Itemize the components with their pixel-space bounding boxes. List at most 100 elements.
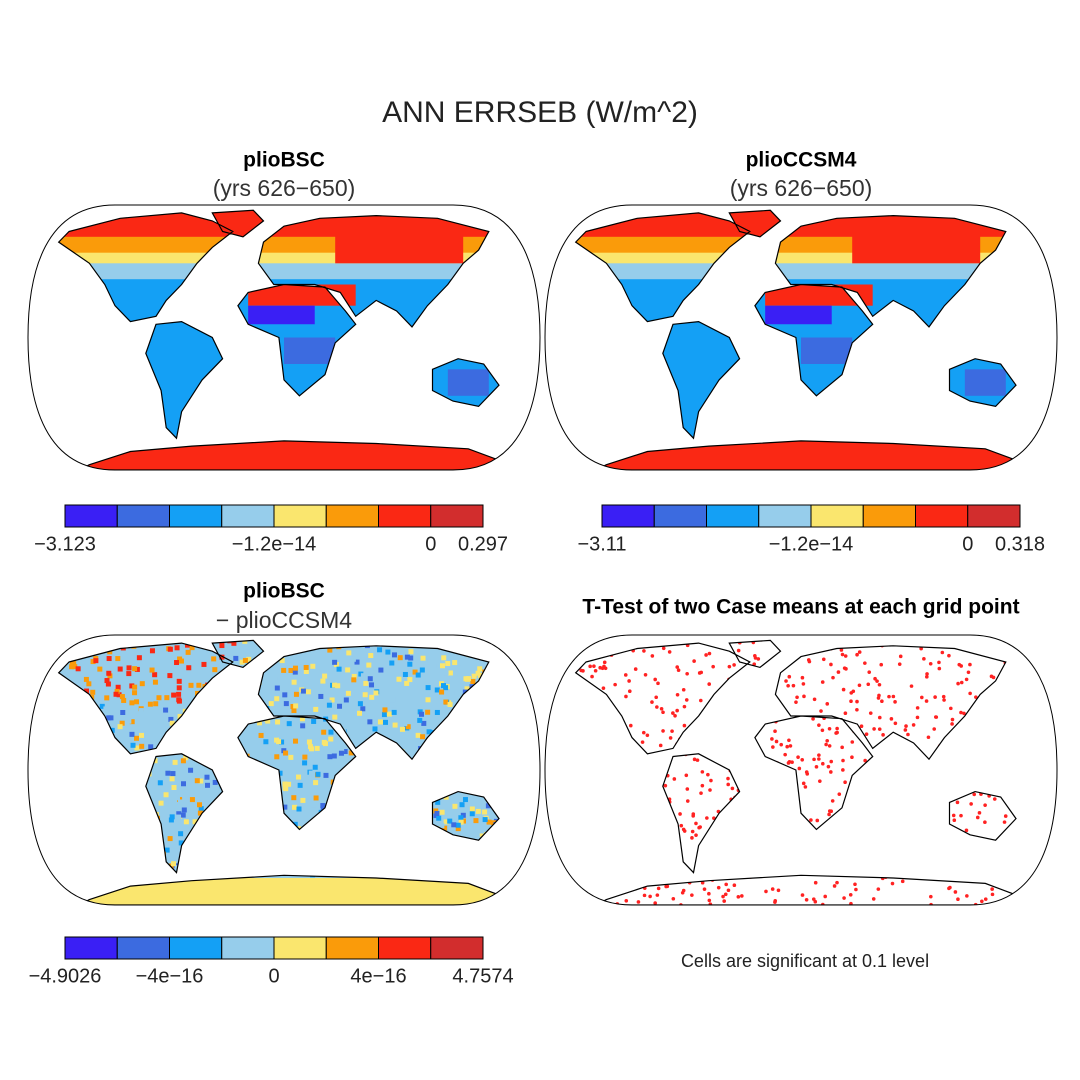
significant-cell: [617, 803, 622, 808]
field-cell: [485, 803, 491, 809]
field-cell: [251, 690, 257, 696]
field-cell: [134, 735, 140, 741]
field-cell: [255, 677, 261, 683]
significant-cell: [575, 902, 577, 905]
field-region: [58, 263, 510, 280]
field-cell: [512, 864, 517, 869]
field-cell: [375, 747, 381, 753]
significant-cell: [836, 828, 841, 833]
field-cell: [180, 703, 186, 709]
significant-cell: [942, 740, 947, 744]
field-cell: [51, 801, 56, 806]
significant-cell: [767, 700, 771, 704]
field-cell: [454, 873, 460, 879]
field-cell: [252, 766, 258, 772]
field-cell: [469, 724, 475, 730]
significant-cell: [889, 717, 894, 721]
significant-cell: [599, 842, 603, 847]
field-cell: [405, 852, 411, 858]
field-cell: [195, 843, 201, 849]
significant-cell: [820, 680, 825, 684]
colorbar-swatch: [653, 504, 707, 528]
significant-cell: [942, 856, 947, 861]
field-cell: [321, 729, 327, 735]
significant-cell: [937, 859, 942, 864]
field-cell: [52, 839, 57, 844]
significant-cell: [617, 829, 622, 834]
significant-cell: [676, 668, 681, 672]
significant-cell: [814, 765, 819, 769]
field-cell: [520, 894, 525, 899]
significant-cell: [604, 815, 608, 820]
significant-cell: [866, 682, 871, 687]
field-cell: [126, 671, 132, 677]
field-cell: [483, 769, 489, 775]
coastline: [57, 209, 511, 470]
significant-cell: [631, 781, 635, 786]
field-cell: [115, 656, 121, 662]
significant-cell: [653, 901, 657, 905]
significant-cell: [898, 835, 902, 840]
map-panel: plioCCSM4(yrs 626−650)−3.11 −1.2e−14 0 0.31…: [544, 149, 1058, 555]
significant-cell: [556, 662, 560, 666]
field-cell: [482, 817, 488, 823]
field-cell: [423, 773, 429, 779]
significant-cell: [831, 675, 835, 680]
field-cell: [468, 727, 474, 733]
field-cell: [28, 768, 33, 773]
significant-cell: [904, 724, 908, 728]
field-cell: [45, 784, 50, 789]
significant-cell: [742, 859, 746, 864]
field-cell: [106, 772, 112, 778]
significant-cell: [1001, 653, 1006, 658]
field-cell: [235, 804, 241, 810]
field-cell: [382, 757, 388, 763]
field-cell: [495, 829, 501, 835]
field-cell: [62, 762, 68, 768]
significant-cell: [694, 833, 698, 837]
field-cell: [84, 883, 90, 889]
field-cell: [122, 778, 128, 784]
field-region: [248, 284, 356, 306]
significant-cell: [557, 650, 561, 654]
significant-cell: [568, 848, 572, 852]
significant-cell: [779, 869, 784, 873]
field-cell: [63, 799, 69, 805]
field-cell: [158, 800, 164, 806]
significant-cell: [845, 824, 850, 828]
significant-cell: [849, 832, 853, 836]
field-cell: [435, 640, 441, 644]
field-cell: [414, 838, 420, 844]
field-cell: [405, 724, 411, 730]
significant-cell: [829, 759, 834, 764]
field-cell: [404, 654, 410, 660]
field-cell: [434, 687, 440, 693]
field-cell: [62, 806, 68, 812]
field-cell: [337, 703, 343, 709]
field-cell: [274, 685, 280, 691]
significant-cell: [1038, 642, 1042, 646]
significant-cell: [661, 729, 665, 733]
significant-cell: [548, 639, 552, 643]
significant-cell: [1020, 814, 1025, 818]
significant-cell: [692, 723, 697, 728]
field-cell: [178, 658, 184, 664]
field-cell: [526, 760, 531, 765]
field-cell: [332, 659, 338, 665]
significant-cell: [785, 808, 789, 812]
significant-cell: [697, 825, 701, 830]
colorbar-label: −3.11: [577, 533, 626, 555]
field-cell: [320, 803, 326, 809]
significant-cell: [994, 687, 999, 692]
field-cell: [283, 838, 289, 844]
field-cell: [71, 640, 77, 643]
field-cell: [451, 869, 457, 875]
significant-cell: [929, 894, 933, 899]
significant-cell: [1030, 707, 1034, 711]
field-cell: [254, 801, 260, 807]
field-cell: [207, 774, 213, 780]
field-cell: [479, 828, 485, 834]
significant-cell: [587, 804, 591, 808]
significant-cell: [732, 883, 737, 888]
significant-cell: [892, 787, 897, 792]
